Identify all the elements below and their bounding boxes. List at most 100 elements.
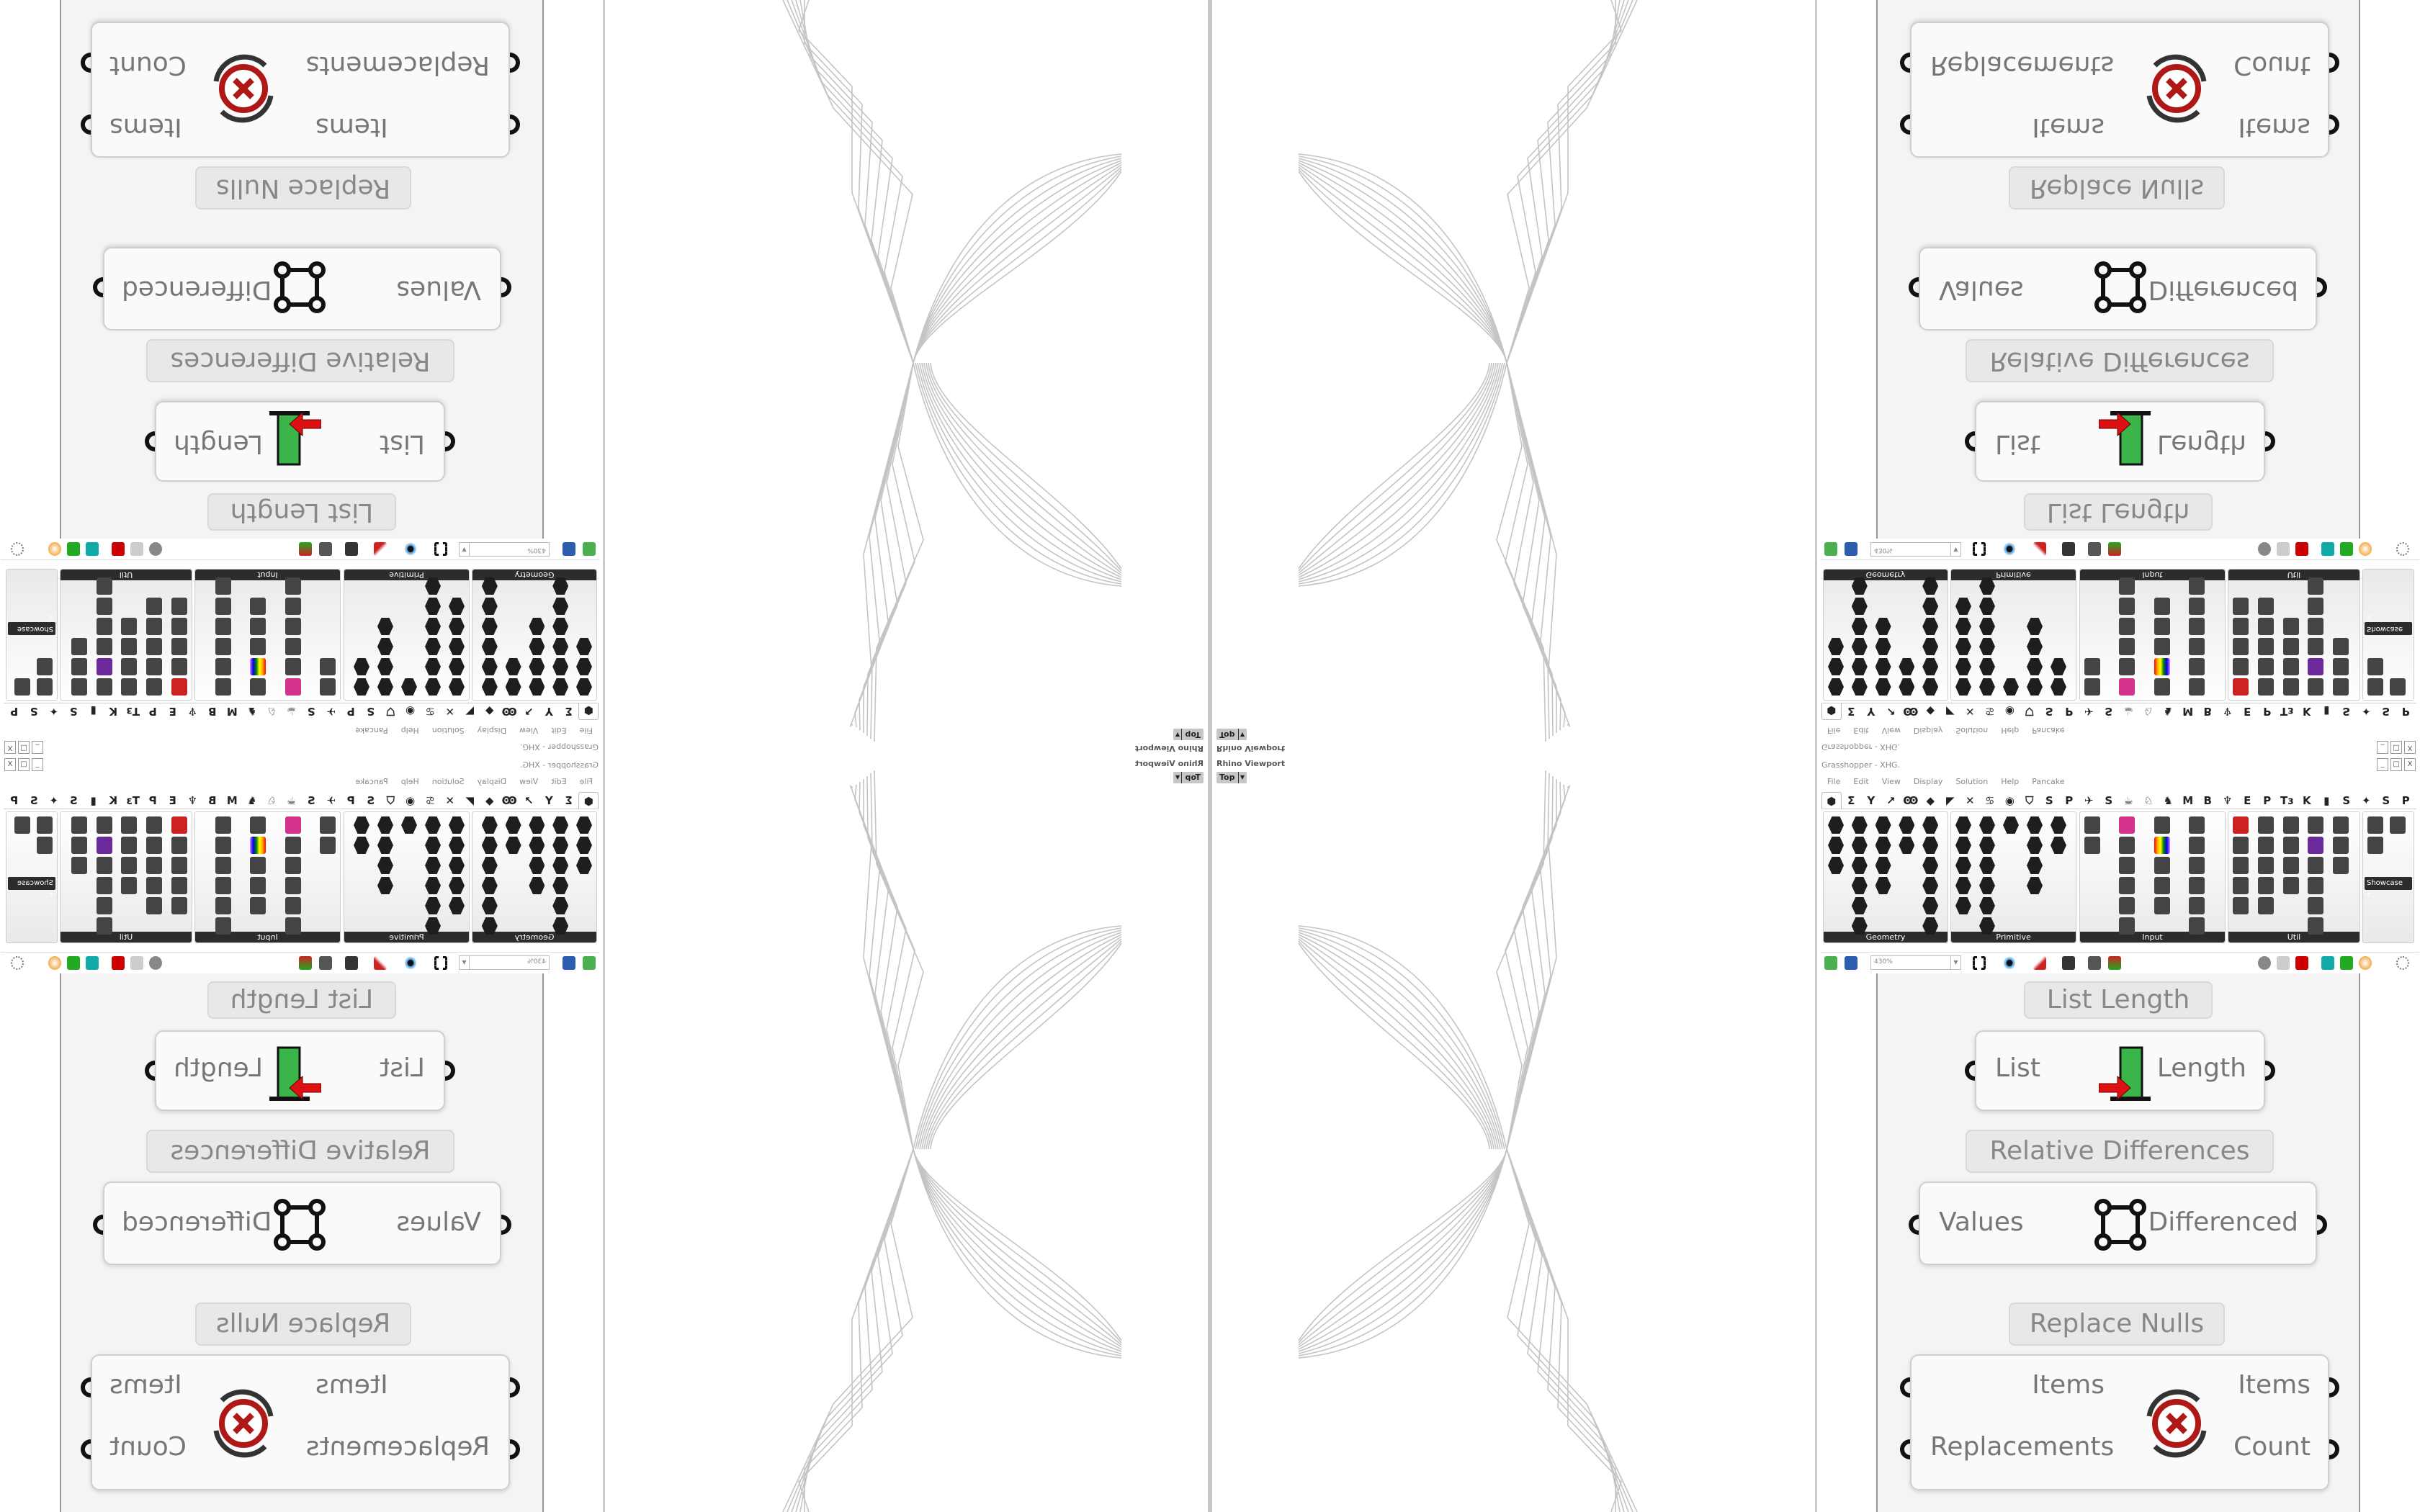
component-icon[interactable] xyxy=(2257,638,2274,655)
display-mesh-icon[interactable] xyxy=(2340,956,2353,970)
tab[interactable]: ◤ xyxy=(1945,705,1955,718)
component-icon[interactable] xyxy=(284,678,301,696)
component-icon[interactable] xyxy=(1875,877,1891,894)
input-grip[interactable] xyxy=(1965,1061,1975,1081)
component-icon[interactable] xyxy=(284,816,301,834)
component-icon[interactable] xyxy=(2233,877,2249,894)
tab[interactable]: P xyxy=(2065,794,2074,807)
tab[interactable]: S xyxy=(307,794,315,807)
tab[interactable]: ✕ xyxy=(1965,794,1975,807)
preview-wire-icon[interactable] xyxy=(2258,956,2271,970)
component-icon[interactable] xyxy=(2188,877,2205,894)
component-icon[interactable] xyxy=(96,877,112,894)
sketch-icon[interactable] xyxy=(374,542,387,556)
menu-view[interactable]: View xyxy=(1881,777,1901,786)
menu-pancake[interactable]: Pancake xyxy=(2032,726,2065,735)
component-icon[interactable] xyxy=(576,658,592,675)
component-icon[interactable] xyxy=(1852,618,1868,635)
component-icon[interactable] xyxy=(2308,598,2324,615)
component-icon[interactable] xyxy=(2051,837,2066,854)
component-icon[interactable] xyxy=(529,857,544,874)
component-icon[interactable] xyxy=(1875,857,1891,874)
component-icon[interactable] xyxy=(2084,678,2100,696)
tab[interactable]: ☕ xyxy=(287,705,297,718)
tab[interactable]: Tɜ xyxy=(2280,705,2294,718)
component-icon[interactable] xyxy=(1828,857,1844,874)
component-icon[interactable] xyxy=(215,816,232,834)
component-icon[interactable] xyxy=(552,598,568,615)
component-icon[interactable] xyxy=(2233,857,2249,874)
component-icon[interactable] xyxy=(529,877,544,894)
display-mode-icon[interactable] xyxy=(86,956,99,970)
open-file-icon[interactable] xyxy=(583,542,596,556)
component-icon[interactable] xyxy=(1979,678,1995,696)
menu-view[interactable]: View xyxy=(1881,726,1901,735)
display-mode-icon[interactable] xyxy=(86,542,99,556)
component-icon[interactable] xyxy=(2154,897,2170,914)
component-icon[interactable] xyxy=(2257,658,2274,675)
component-icon[interactable] xyxy=(2188,638,2205,655)
component-icon[interactable] xyxy=(1899,816,1915,834)
tab[interactable]: ▮ xyxy=(90,705,97,718)
component-icon[interactable] xyxy=(449,877,465,894)
tab[interactable]: B xyxy=(208,794,217,807)
group-label-replace-nulls[interactable]: Replace Nulls xyxy=(195,1302,411,1346)
tab[interactable]: Σ xyxy=(565,705,573,718)
selection-mode-icon[interactable] xyxy=(11,956,24,970)
preview-shaded-icon[interactable] xyxy=(130,542,143,556)
component-icon[interactable] xyxy=(215,877,232,894)
tab[interactable]: P xyxy=(2263,794,2272,807)
output-grip-items[interactable] xyxy=(2329,1377,2339,1398)
component-icon[interactable] xyxy=(552,837,568,854)
component-icon[interactable] xyxy=(215,897,232,914)
display-material-icon[interactable] xyxy=(2359,542,2372,556)
tab[interactable]: Ꙭ xyxy=(501,705,517,718)
group-icon[interactable] xyxy=(2088,542,2101,556)
component-icon[interactable] xyxy=(171,816,187,834)
gumball-icon[interactable] xyxy=(2108,542,2121,556)
component-icon[interactable] xyxy=(529,658,544,675)
tab[interactable]: Σ xyxy=(565,794,573,807)
component-icon[interactable] xyxy=(250,857,266,874)
component-icon[interactable] xyxy=(2188,897,2205,914)
component-icon[interactable] xyxy=(506,658,521,675)
component-icon[interactable] xyxy=(121,638,138,655)
view-dropdown-button[interactable]: Top ▼ xyxy=(1173,772,1204,783)
preview-eye-icon[interactable] xyxy=(404,956,417,970)
component-icon[interactable] xyxy=(1979,857,1995,874)
tab[interactable]: S xyxy=(69,705,78,718)
gh-canvas[interactable]: List Length List Length Relative Differe… xyxy=(1817,973,2420,1512)
rhino-viewport[interactable]: Rhino Viewport Top ▼ xyxy=(605,756,1210,1512)
display-mode-icon[interactable] xyxy=(2321,956,2334,970)
tab[interactable]: ♋ xyxy=(425,794,435,807)
replace-nulls-component[interactable]: Items Replacements Items Count xyxy=(1900,1354,2339,1490)
component-icon[interactable] xyxy=(506,678,521,696)
component-icon[interactable] xyxy=(425,897,441,914)
component-icon[interactable] xyxy=(1828,816,1844,834)
group-icon[interactable] xyxy=(319,956,332,970)
component-icon[interactable] xyxy=(552,658,568,675)
preview-wire-icon[interactable] xyxy=(149,542,162,556)
tab[interactable]: K xyxy=(109,794,118,807)
maximize-button[interactable]: □ xyxy=(18,741,30,754)
gumball-icon[interactable] xyxy=(299,542,312,556)
component-icon[interactable] xyxy=(1828,837,1844,854)
component-icon[interactable] xyxy=(2233,618,2249,635)
component-icon[interactable] xyxy=(449,837,465,854)
component-icon[interactable] xyxy=(2308,816,2324,834)
component-icon[interactable] xyxy=(2390,816,2406,834)
component-icon[interactable] xyxy=(482,897,498,914)
component-icon[interactable] xyxy=(1922,857,1939,874)
component-icon[interactable] xyxy=(96,678,112,696)
open-file-icon[interactable] xyxy=(1824,542,1837,556)
component-icon[interactable] xyxy=(2333,638,2349,655)
tab[interactable]: ✦ xyxy=(2361,794,2371,807)
component-icon[interactable] xyxy=(1922,837,1939,854)
component-icon[interactable] xyxy=(2027,678,2043,696)
preview-shaded-icon[interactable] xyxy=(2277,956,2290,970)
component-icon[interactable] xyxy=(1828,658,1844,675)
tab[interactable]: S xyxy=(2342,705,2351,718)
preview-selected-icon[interactable] xyxy=(112,956,125,970)
component-icon[interactable] xyxy=(1922,658,1938,675)
group-label-list-length[interactable]: List Length xyxy=(207,981,396,1019)
